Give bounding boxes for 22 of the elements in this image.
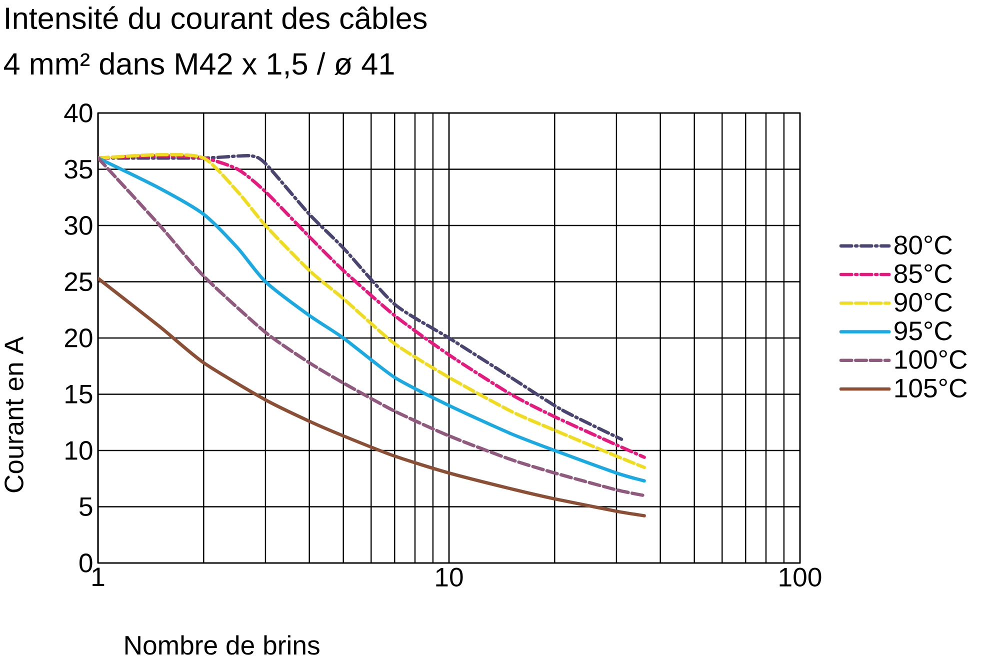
x-tick-label: 100 xyxy=(780,568,822,587)
legend-label: 85°C xyxy=(894,264,952,284)
y-tick-label: 10 xyxy=(66,441,92,460)
x-tick-label: 1 xyxy=(92,568,104,586)
y-axis-title: Courant en A xyxy=(4,336,24,492)
legend-label: 100°C xyxy=(895,350,967,369)
x-tick-label: 10 xyxy=(436,568,463,587)
y-tick-label: 35 xyxy=(64,160,92,179)
y-tick-label: 20 xyxy=(64,328,92,348)
chart-subtitle: 4 mm² dans M42 x 1,5 / ø 41 xyxy=(4,52,394,78)
chart-title: Intensité du courant des câbles xyxy=(6,6,427,30)
y-tick-label: 30 xyxy=(64,216,92,235)
legend-label: 90°C xyxy=(894,292,952,312)
legend-label: 80°C xyxy=(894,236,952,254)
y-tick-label: 15 xyxy=(66,384,92,404)
y-tick-label: 5 xyxy=(80,497,92,516)
legend-label: 105°C xyxy=(895,378,967,398)
legend-label: 95°C xyxy=(894,321,952,340)
y-tick-label: 40 xyxy=(64,104,92,122)
y-tick-label: 25 xyxy=(64,272,92,292)
y-tick-label: 0 xyxy=(80,554,92,572)
x-axis-title: Nombre de brins xyxy=(125,635,320,655)
